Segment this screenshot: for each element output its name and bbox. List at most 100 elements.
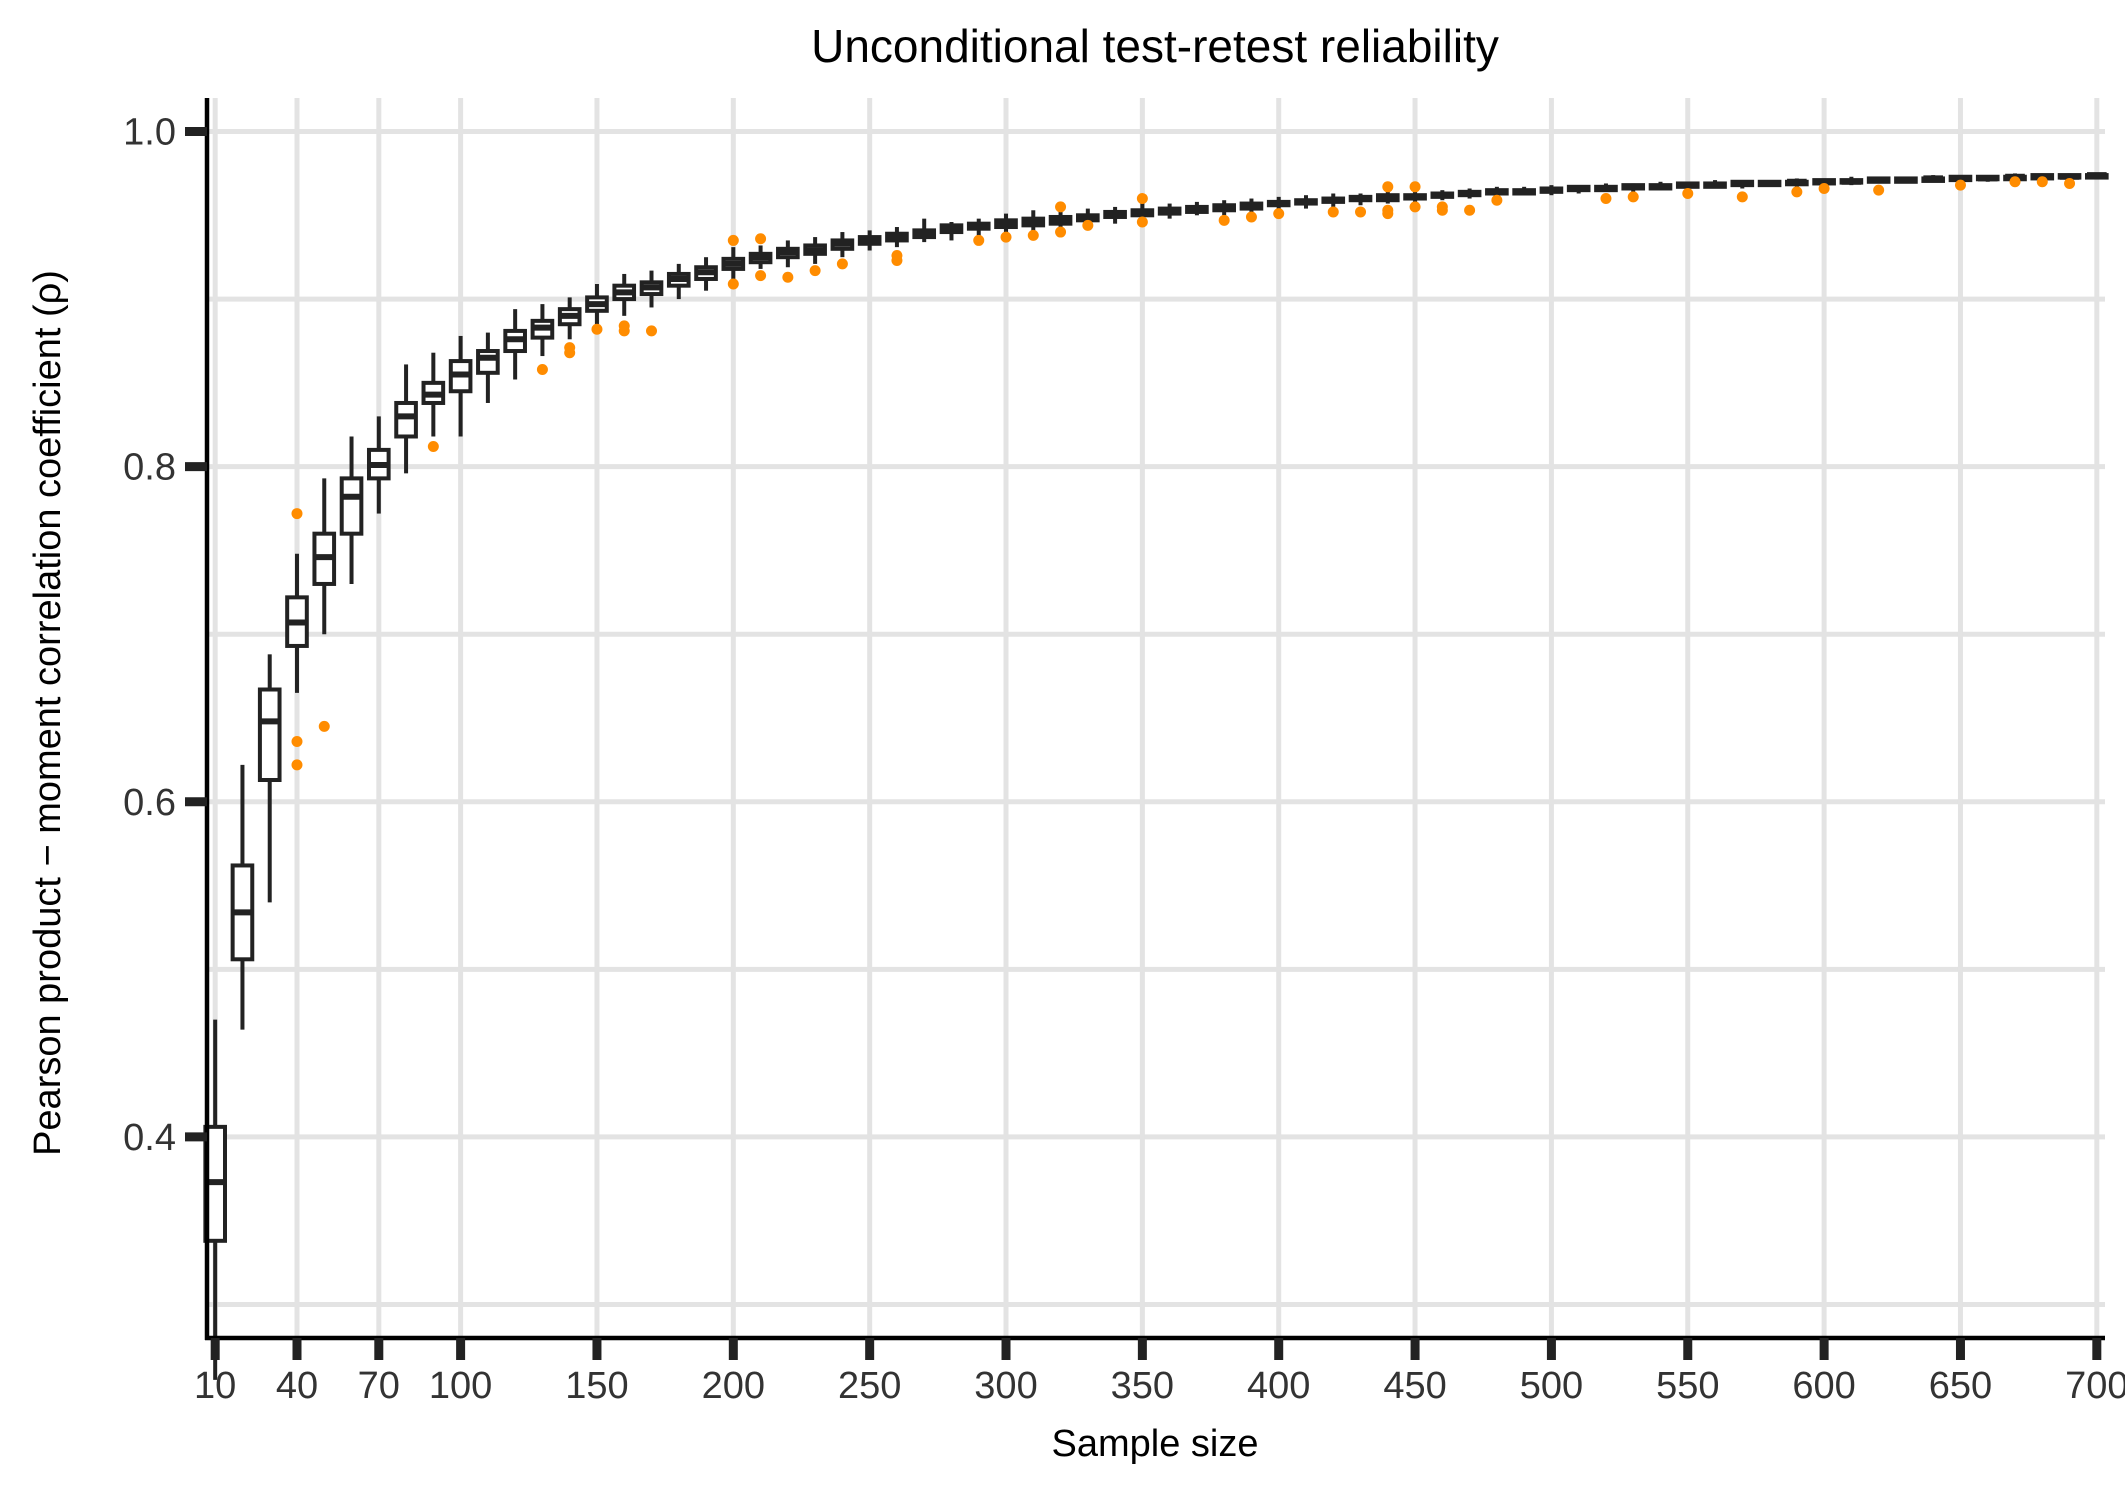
box-plot-n360 (1157, 203, 1182, 219)
box-plot-n70 (366, 416, 391, 514)
box-plot-n660 (1975, 174, 2000, 182)
outlier-point (1736, 191, 1748, 203)
outlier-point (782, 271, 794, 283)
chart-title: Unconditional test-retest reliability (811, 20, 1499, 72)
box-plot-n250 (857, 230, 882, 251)
outlier-point (2009, 176, 2021, 188)
box-plot-n240 (830, 232, 855, 270)
box-plot-n550 (1675, 181, 1700, 200)
box-plots (203, 172, 2109, 1380)
box-plot-n160 (612, 273, 637, 337)
outlier-point (755, 270, 767, 282)
box-plot-n430 (1348, 193, 1373, 218)
box-plot-n480 (1485, 186, 1509, 206)
axes (204, 98, 2105, 1341)
x-tick-label: 100 (429, 1365, 492, 1407)
outlier-point (427, 441, 439, 453)
box-plot-n90 (421, 352, 446, 453)
outlier-point (2036, 176, 2048, 188)
outlier-point (836, 258, 848, 270)
outlier-point (1000, 231, 1012, 243)
outlier-point (755, 233, 767, 245)
outlier-point (1791, 186, 1803, 198)
box-plot-n380 (1212, 200, 1236, 226)
box-plot-n580 (1757, 179, 1782, 188)
outlier-point (727, 234, 739, 246)
outlier-point (973, 234, 985, 246)
outlier-point (1055, 201, 1067, 213)
box-plot-n690 (2057, 173, 2082, 189)
outlier-point (1436, 204, 1448, 216)
box-plot-n350 (1130, 193, 1155, 228)
x-tick-label: 350 (1111, 1365, 1174, 1407)
grid (207, 98, 2105, 1338)
x-tick-label: 400 (1247, 1365, 1310, 1407)
outlier-point (1273, 208, 1285, 220)
box-plot-n440 (1375, 181, 1400, 220)
outlier-point (291, 508, 303, 520)
x-tick-label: 700 (2065, 1365, 2125, 1407)
box-plot-n50 (312, 478, 337, 732)
box-plot-n420 (1321, 193, 1346, 218)
iqr-box (339, 476, 364, 536)
box-plot-n640 (1921, 175, 1946, 183)
box-plot-n590 (1785, 178, 1809, 198)
y-axis-title: Pearson product − moment correlation coe… (27, 270, 69, 1156)
box-plot-n280 (939, 222, 964, 241)
iqr-box (394, 400, 418, 439)
box-plot-n100 (448, 335, 473, 437)
box-plot-n260 (885, 227, 909, 267)
outlier-point (591, 323, 603, 335)
box-plot-n270 (912, 218, 937, 243)
outlier-point (1055, 226, 1067, 238)
outlier-point (1409, 201, 1421, 213)
box-plot-n450 (1403, 181, 1427, 213)
box-plot-n330 (1076, 208, 1100, 231)
x-tick-label: 600 (1792, 1365, 1855, 1407)
x-tick-label: 40 (276, 1365, 318, 1407)
box-plot-n400 (1266, 196, 1291, 220)
x-tick-label: 300 (974, 1365, 1037, 1407)
x-tick-label: 450 (1383, 1365, 1446, 1407)
box-plot-n230 (803, 237, 827, 277)
iqr-box (476, 349, 500, 375)
outlier-point (291, 735, 303, 747)
outlier-point (1491, 194, 1503, 206)
outlier-point (1082, 219, 1094, 231)
outlier-point (1873, 184, 1885, 196)
box-plot-n600 (1812, 178, 1836, 194)
box-plot-n570 (1730, 179, 1755, 203)
outlier-point (1218, 214, 1230, 226)
box-plot-n180 (666, 263, 691, 300)
box-plot-n680 (2030, 173, 2055, 188)
box-plot-n510 (1566, 184, 1591, 194)
box-plot-n310 (1021, 210, 1046, 241)
iqr-box (257, 687, 282, 782)
outlier-point (1327, 206, 1339, 218)
box-plot-n340 (1103, 206, 1127, 224)
box-plot-n700 (2085, 172, 2109, 180)
outlier-point (1409, 181, 1421, 193)
outlier-point (1382, 208, 1394, 220)
outlier-point (1627, 191, 1639, 203)
box-plot-n110 (476, 332, 500, 403)
y-tick-label: 0.8 (123, 447, 176, 489)
x-tick-label: 500 (1520, 1365, 1583, 1407)
outlier-point (1136, 216, 1148, 228)
box-plot-n630 (1894, 176, 1918, 184)
outlier-point (1382, 181, 1394, 193)
outlier-point (2064, 177, 2076, 189)
outlier-point (1136, 193, 1148, 205)
y-tick-label: 1.0 (123, 112, 176, 154)
box-plot-n80 (394, 364, 418, 474)
outlier-point (1954, 179, 1966, 191)
x-tick-label: 550 (1656, 1365, 1719, 1407)
box-plot-n210 (748, 233, 773, 282)
outlier-point (809, 265, 821, 277)
box-plot-n170 (639, 270, 664, 337)
outlier-point (536, 363, 548, 375)
box-plot-n120 (503, 309, 527, 380)
box-plot-n150 (585, 284, 609, 335)
x-tick-label: 150 (565, 1365, 628, 1407)
